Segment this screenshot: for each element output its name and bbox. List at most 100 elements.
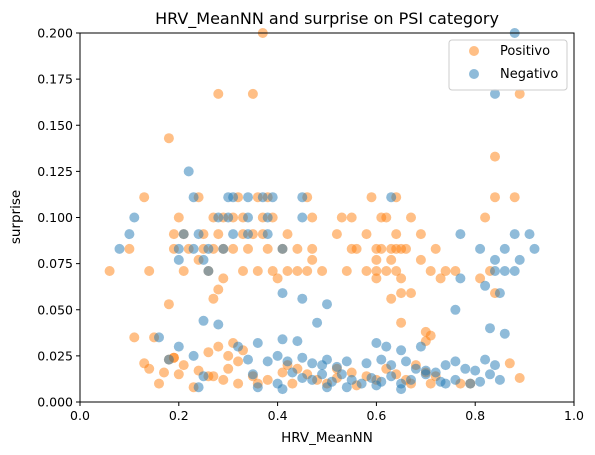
point-negativo-43 xyxy=(455,273,466,284)
point-positivo-40 xyxy=(391,229,402,240)
point-positivo-88 xyxy=(218,273,229,284)
point-negativo-51 xyxy=(485,323,495,334)
y-tick-label: 0.075 xyxy=(37,256,73,271)
point-positivo-67 xyxy=(238,266,248,276)
point-negativo-39 xyxy=(490,266,500,276)
y-tick-label: 0.150 xyxy=(37,118,73,133)
point-positivo-38 xyxy=(331,229,342,240)
point-negativo-7 xyxy=(257,192,268,203)
point-negativo-50 xyxy=(312,317,323,328)
point-positivo-74 xyxy=(341,266,352,276)
point-negativo-89 xyxy=(188,350,199,361)
point-negativo-76 xyxy=(376,354,387,365)
point-positivo-37 xyxy=(282,229,293,240)
point-negativo-99 xyxy=(346,374,357,385)
point-negativo-33 xyxy=(499,243,510,254)
point-positivo-65 xyxy=(178,266,189,276)
point-positivo-118 xyxy=(173,369,184,380)
point-positivo-81 xyxy=(450,266,461,276)
point-positivo-70 xyxy=(282,266,293,276)
point-positivo-1 xyxy=(213,88,224,99)
point-negativo-72 xyxy=(322,354,332,365)
point-negativo-58 xyxy=(252,338,263,348)
point-positivo-87 xyxy=(415,254,426,265)
point-positivo-39 xyxy=(361,229,372,240)
point-negativo-70 xyxy=(307,358,318,369)
legend-marker-negativo xyxy=(469,69,479,79)
point-positivo-53 xyxy=(307,243,318,254)
point-negativo-8 xyxy=(267,192,278,203)
point-negativo-87 xyxy=(490,360,500,371)
x-axis-title: HRV_MeanNN xyxy=(281,430,373,446)
point-negativo-37 xyxy=(490,254,500,265)
point-negativo-45 xyxy=(494,288,505,299)
x-tick-label: 0.8 xyxy=(465,408,485,423)
point-negativo-14 xyxy=(243,212,253,223)
point-positivo-73 xyxy=(317,266,328,276)
point-positivo-14 xyxy=(490,192,500,203)
point-negativo-6 xyxy=(243,192,253,203)
point-negativo-47 xyxy=(297,293,308,304)
point-negativo-40 xyxy=(499,266,510,276)
point-positivo-89 xyxy=(272,273,283,284)
point-negativo-26 xyxy=(114,243,125,254)
point-positivo-63 xyxy=(104,266,115,276)
point-positivo-84 xyxy=(307,254,318,265)
y-axis-title: surprise xyxy=(8,190,24,244)
y-tick-label: 0.125 xyxy=(37,164,73,179)
point-positivo-99 xyxy=(163,299,174,310)
point-negativo-85 xyxy=(470,365,481,376)
point-positivo-121 xyxy=(218,374,229,385)
y-tick-label: 0.025 xyxy=(37,348,73,363)
y-tick-label: 0.175 xyxy=(37,72,73,87)
point-positivo-62 xyxy=(430,243,441,254)
point-negativo-67 xyxy=(272,350,283,361)
point-negativo-111 xyxy=(485,369,495,380)
x-tick-label: 0.2 xyxy=(169,408,189,423)
point-positivo-133 xyxy=(346,367,357,378)
point-positivo-152 xyxy=(504,358,515,369)
point-positivo-116 xyxy=(139,358,150,369)
point-positivo-27 xyxy=(381,212,392,223)
point-negativo-93 xyxy=(287,367,298,378)
point-negativo-29 xyxy=(203,243,214,254)
point-negativo-75 xyxy=(361,358,372,369)
point-negativo-94 xyxy=(297,373,308,383)
point-positivo-125 xyxy=(262,374,273,385)
point-negativo-73 xyxy=(331,361,342,372)
point-negativo-2 xyxy=(183,166,194,177)
point-positivo-142 xyxy=(154,378,164,389)
point-positivo-149 xyxy=(425,378,436,389)
point-negativo-48 xyxy=(322,299,332,310)
point-negativo-34 xyxy=(529,243,540,254)
point-positivo-23 xyxy=(307,212,318,223)
y-tick-label: 0.000 xyxy=(37,395,73,410)
point-positivo-42 xyxy=(124,243,135,254)
point-negativo-61 xyxy=(371,338,382,348)
point-positivo-48 xyxy=(228,243,239,254)
point-positivo-75 xyxy=(361,266,372,276)
point-positivo-104 xyxy=(396,317,407,328)
point-negativo-38 xyxy=(514,254,525,265)
point-negativo-115 xyxy=(277,384,288,395)
point-positivo-80 xyxy=(440,266,451,276)
x-tick-label: 1.0 xyxy=(564,408,584,423)
points-layer xyxy=(104,28,540,395)
x-ticks: 0.0 0.2 0.4 0.6 0.8 1.0 xyxy=(70,402,584,423)
point-positivo-111 xyxy=(203,347,214,358)
point-negativo-82 xyxy=(440,360,451,371)
legend-label-negativo: Negativo xyxy=(500,67,558,82)
point-negativo-16 xyxy=(297,212,308,223)
point-positivo-71 xyxy=(292,266,303,276)
point-negativo-119 xyxy=(396,384,407,395)
point-positivo-28 xyxy=(406,212,416,223)
point-negativo-28 xyxy=(188,243,199,254)
point-negativo-27 xyxy=(173,243,184,254)
point-negativo-42 xyxy=(203,266,214,276)
point-negativo-98 xyxy=(336,369,347,380)
point-positivo-100 xyxy=(386,293,397,304)
point-negativo-81 xyxy=(430,367,441,378)
point-positivo-6 xyxy=(139,192,150,203)
point-negativo-13 xyxy=(223,212,234,223)
point-negativo-88 xyxy=(163,354,174,365)
